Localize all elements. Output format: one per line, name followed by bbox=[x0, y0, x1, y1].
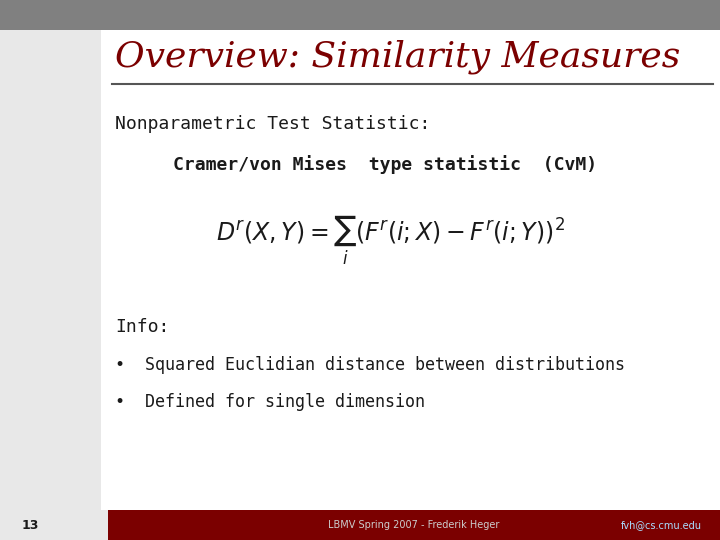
Text: Nonparametric Test Statistic:: Nonparametric Test Statistic: bbox=[115, 115, 431, 133]
Text: •  Defined for single dimension: • Defined for single dimension bbox=[115, 393, 426, 411]
Text: $D^r(X, Y) = \sum_i (F^r(i; X) - F^r(i; Y))^2$: $D^r(X, Y) = \sum_i (F^r(i; X) - F^r(i; … bbox=[216, 213, 565, 267]
Text: Info:: Info: bbox=[115, 318, 170, 336]
Text: LBMV Spring 2007 - Frederik Heger: LBMV Spring 2007 - Frederik Heger bbox=[328, 521, 500, 530]
Text: 13: 13 bbox=[22, 519, 39, 532]
Bar bbox=[0, 510, 108, 540]
Bar bbox=[108, 510, 720, 540]
Text: fvh@cs.cmu.edu: fvh@cs.cmu.edu bbox=[621, 521, 702, 530]
Text: Overview: Similarity Measures: Overview: Similarity Measures bbox=[115, 39, 680, 74]
Bar bbox=[101, 30, 720, 510]
Text: •  Squared Euclidian distance between distributions: • Squared Euclidian distance between dis… bbox=[115, 355, 625, 374]
Text: Cramer/von Mises  type statistic  (CvM): Cramer/von Mises type statistic (CvM) bbox=[173, 155, 597, 174]
Bar bbox=[0, 0, 720, 30]
